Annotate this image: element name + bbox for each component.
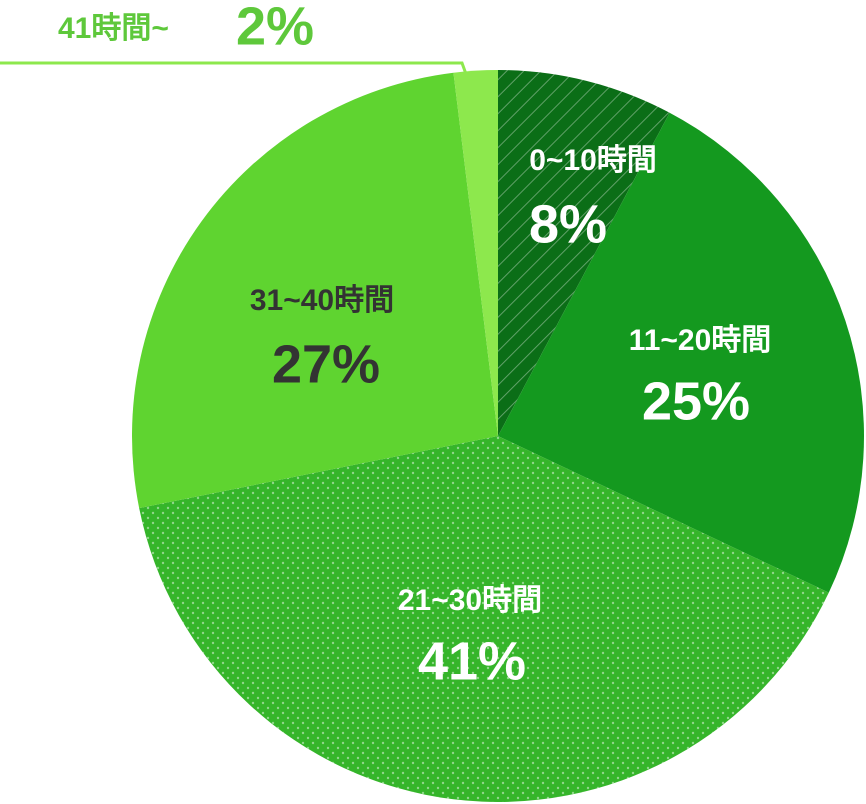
slice-value-label: 27% [272,334,380,394]
slice-category-label: 0~10時間 [529,144,657,177]
slice-value-label: 2% [236,0,314,56]
slice-value-label: 25% [642,371,750,431]
pie [132,70,864,802]
pie-slice [498,112,864,593]
pie-slice [453,70,498,436]
slice-pattern [139,436,829,802]
pie-slice [132,72,499,509]
slice-category-label: 41時間~ [58,12,169,45]
slice-pattern [498,70,670,436]
slice-value-label: 8% [529,194,607,254]
leader-line [0,61,468,75]
slice-value-label: 41% [418,631,526,691]
slice-category-label: 21~30時間 [398,584,542,617]
slice-category-label: 11~20時間 [629,324,772,357]
slice-category-label: 31~40時間 [250,284,394,317]
